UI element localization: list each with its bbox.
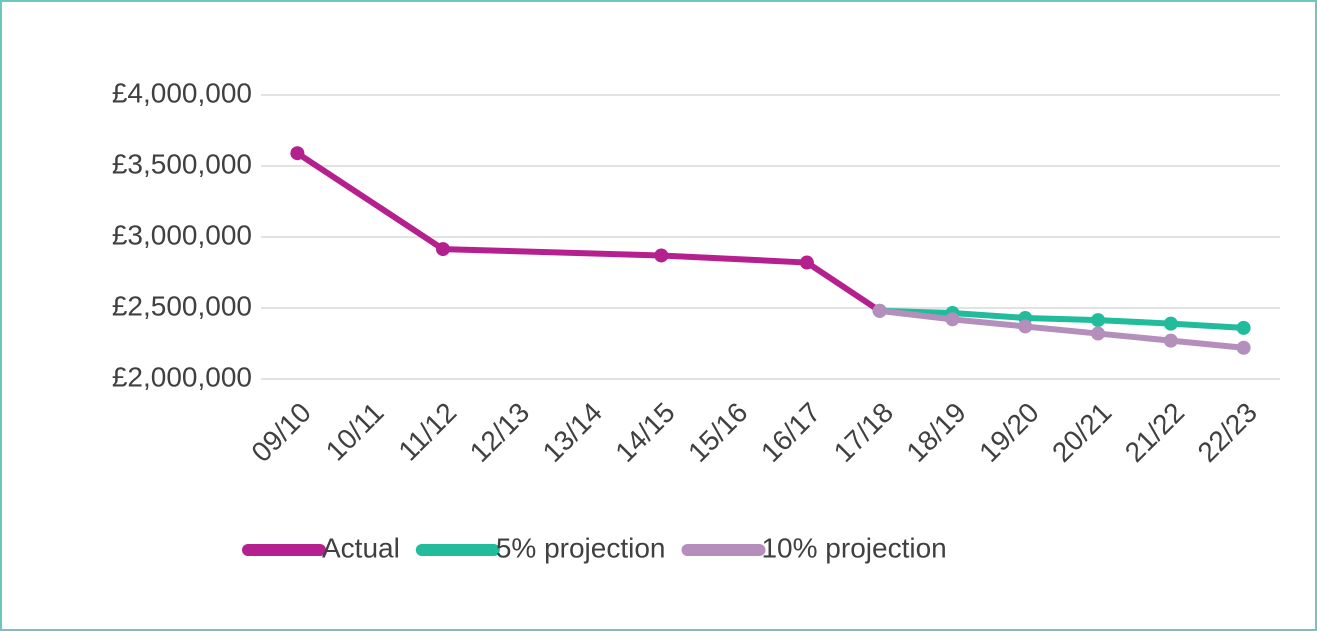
data-point [872, 303, 887, 318]
data-point [1091, 326, 1106, 341]
data-point [945, 312, 960, 327]
y-tick-label: £4,000,000 [112, 77, 252, 108]
legend-label: Actual [322, 532, 400, 563]
data-point [1236, 320, 1251, 335]
data-point [290, 146, 305, 161]
data-point [1091, 313, 1106, 328]
data-point [435, 242, 450, 257]
legend-label: 5% projection [496, 532, 666, 563]
legend-label: 10% projection [761, 532, 946, 563]
y-tick-label: £2,000,000 [112, 361, 252, 392]
data-point [654, 248, 669, 263]
data-point [1236, 340, 1251, 355]
data-point [799, 255, 814, 270]
series-line [879, 307, 1244, 351]
data-point [1163, 333, 1178, 348]
series-line [879, 307, 1244, 331]
y-tick-label: £2,500,000 [112, 290, 252, 321]
data-point [1163, 316, 1178, 331]
data-point [1018, 319, 1033, 334]
y-tick-label: £3,000,000 [112, 219, 252, 250]
y-tick-label: £3,500,000 [112, 148, 252, 179]
